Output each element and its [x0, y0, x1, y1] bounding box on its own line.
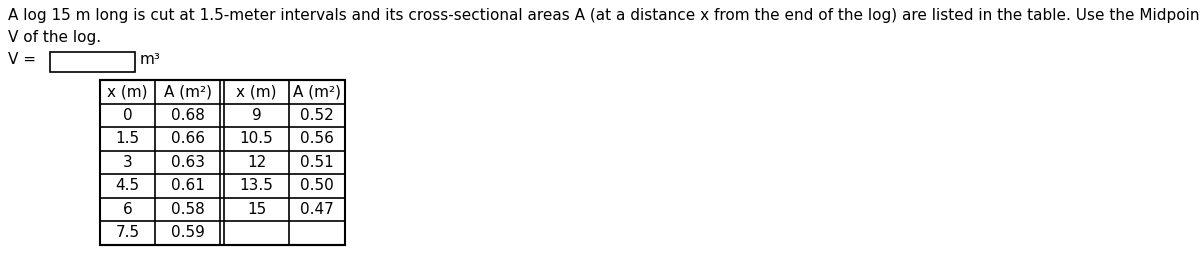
- Text: 0.51: 0.51: [300, 155, 334, 170]
- Text: 4.5: 4.5: [115, 178, 139, 193]
- Text: 3: 3: [122, 155, 132, 170]
- Text: m³: m³: [140, 52, 161, 67]
- Bar: [50, 52, 134, 72]
- Text: x (m): x (m): [107, 84, 148, 99]
- Text: 13.5: 13.5: [240, 178, 274, 193]
- Text: 6: 6: [122, 202, 132, 217]
- Text: 12: 12: [247, 155, 266, 170]
- Text: 0.68: 0.68: [170, 108, 204, 123]
- Text: 0.63: 0.63: [170, 155, 204, 170]
- Text: 15: 15: [247, 202, 266, 217]
- Text: 10.5: 10.5: [240, 131, 274, 146]
- Text: 9: 9: [252, 108, 262, 123]
- Text: x (m): x (m): [236, 84, 277, 99]
- Text: 7.5: 7.5: [115, 225, 139, 240]
- Text: 1.5: 1.5: [115, 131, 139, 146]
- Text: 0.56: 0.56: [300, 131, 334, 146]
- Text: A log 15 m long is cut at 1.5-meter intervals and its cross-sectional areas A (a: A log 15 m long is cut at 1.5-meter inte…: [8, 8, 1200, 23]
- Bar: [100, 80, 346, 245]
- Text: 0.59: 0.59: [170, 225, 204, 240]
- Text: 0.58: 0.58: [170, 202, 204, 217]
- Text: 0: 0: [122, 108, 132, 123]
- Text: A (m²): A (m²): [293, 84, 341, 99]
- Text: 0.50: 0.50: [300, 178, 334, 193]
- Text: V of the log.: V of the log.: [8, 30, 101, 45]
- Text: V =: V =: [8, 52, 36, 67]
- Text: 0.61: 0.61: [170, 178, 204, 193]
- Text: A (m²): A (m²): [163, 84, 211, 99]
- Text: 0.66: 0.66: [170, 131, 204, 146]
- Text: 0.47: 0.47: [300, 202, 334, 217]
- Text: 0.52: 0.52: [300, 108, 334, 123]
